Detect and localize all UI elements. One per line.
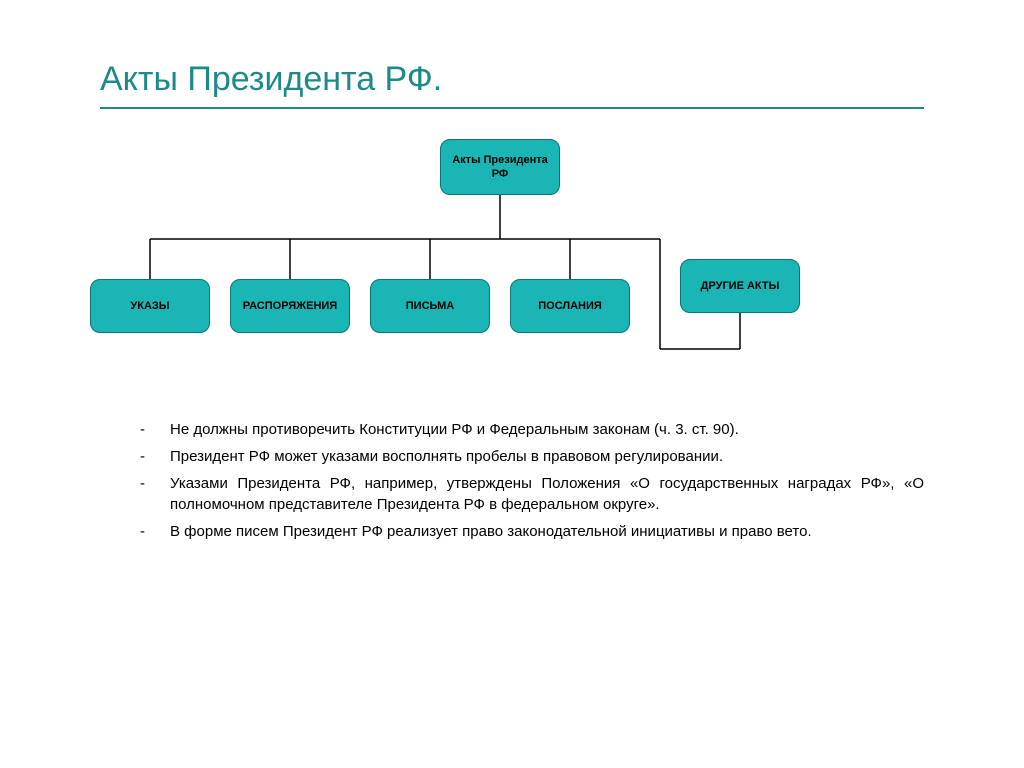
bullet-text: Президент РФ может указами восполнять пр… (170, 446, 924, 467)
child-node-poslaniya: ПОСЛАНИЯ (510, 279, 630, 333)
child-node-rasporyazheniya: РАСПОРЯЖЕНИЯ (230, 279, 350, 333)
child-node-pisma: ПИСЬМА (370, 279, 490, 333)
bullet-text: В форме писем Президент РФ реализует пра… (170, 521, 924, 542)
bullet-list: - Не должны противоречить Конституции РФ… (100, 419, 924, 542)
root-node-label: Акты Президента РФ (445, 153, 555, 182)
extra-node-drugie: ДРУГИЕ АКТЫ (680, 259, 800, 313)
root-node: Акты Президента РФ (440, 139, 560, 195)
child-node-label: ПОСЛАНИЯ (538, 299, 602, 313)
org-chart-diagram: Акты Президента РФ УКАЗЫ РАСПОРЯЖЕНИЯ ПИ… (100, 139, 924, 399)
bullet-item: - В форме писем Президент РФ реализует п… (140, 521, 924, 542)
child-node-label: РАСПОРЯЖЕНИЯ (243, 299, 337, 313)
title-underline (100, 107, 924, 109)
bullet-marker: - (140, 419, 170, 440)
bullet-marker: - (140, 521, 170, 542)
bullet-marker: - (140, 446, 170, 467)
child-node-label: УКАЗЫ (130, 299, 169, 313)
extra-node-label: ДРУГИЕ АКТЫ (701, 279, 780, 293)
child-node-label: ПИСЬМА (406, 299, 455, 313)
bullet-item: - Указами Президента РФ, например, утвер… (140, 473, 924, 515)
bullet-item: - Президент РФ может указами восполнять … (140, 446, 924, 467)
bullet-item: - Не должны противоречить Конституции РФ… (140, 419, 924, 440)
bullet-marker: - (140, 473, 170, 515)
slide-title: Акты Президента РФ. (100, 60, 924, 99)
bullet-text: Не должны противоречить Конституции РФ и… (170, 419, 924, 440)
slide-container: Акты Президента РФ. Акты Президента РФ У… (0, 0, 1024, 588)
child-node-ukazy: УКАЗЫ (90, 279, 210, 333)
bullet-text: Указами Президента РФ, например, утвержд… (170, 473, 924, 515)
